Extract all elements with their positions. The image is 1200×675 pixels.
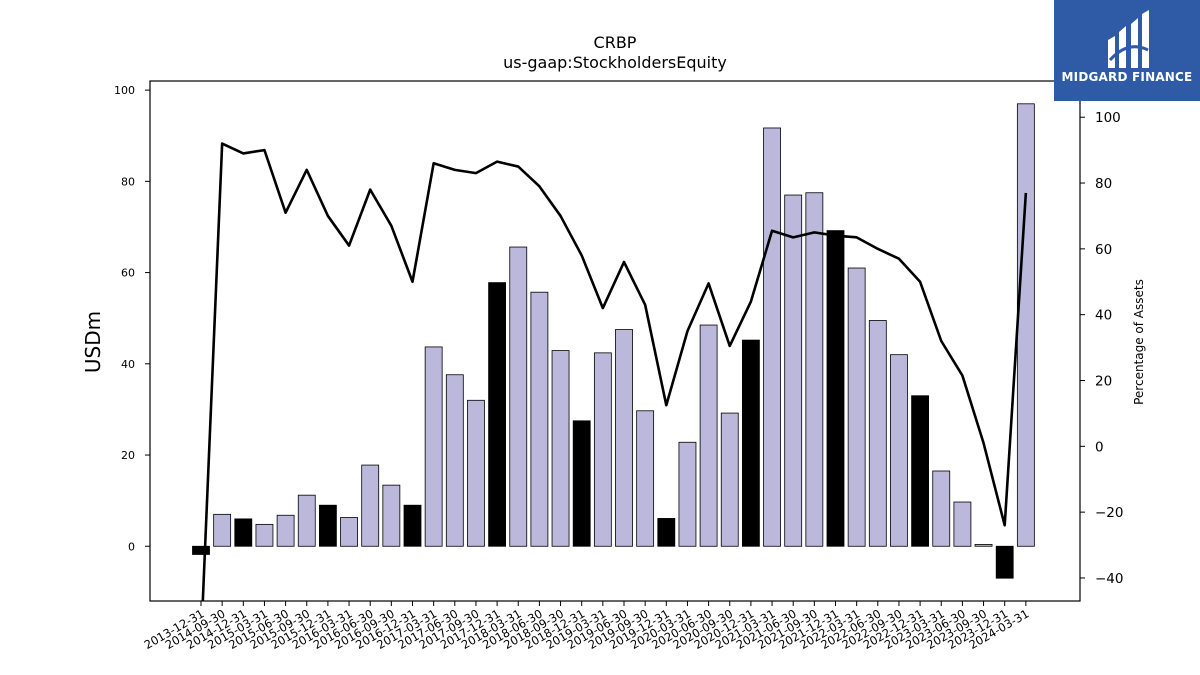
bar — [890, 354, 908, 547]
bar — [192, 545, 210, 555]
bar — [995, 545, 1014, 579]
bar — [678, 441, 697, 547]
y-tick-label: 0 — [128, 540, 135, 553]
chart-title: CRBP — [594, 33, 637, 52]
bar-series — [192, 103, 1035, 579]
bar — [318, 504, 337, 547]
bar — [805, 192, 824, 547]
bar — [276, 514, 295, 547]
y-tick-label: 80 — [121, 175, 135, 188]
bar — [699, 324, 718, 547]
bar — [424, 346, 443, 547]
bar — [255, 523, 274, 547]
y2-tick-label: −40 — [1095, 571, 1124, 587]
bar — [572, 420, 591, 547]
bar — [847, 267, 866, 547]
bar — [763, 127, 781, 547]
bar — [445, 374, 464, 547]
bar — [868, 320, 887, 547]
y2-tick-label: 80 — [1095, 176, 1112, 192]
logo-text: MIDGARD FINANCE — [1061, 70, 1193, 84]
bar — [826, 230, 845, 547]
bar — [234, 518, 253, 547]
y2-tick-label: 60 — [1095, 242, 1112, 258]
right-axis-ticks: −40 −20 0 20 40 60 80 100 — [1080, 110, 1124, 587]
bar — [551, 350, 570, 547]
bar — [784, 194, 803, 547]
bar — [657, 518, 676, 547]
bar — [636, 410, 655, 547]
chart-subtitle: us-gaap:StockholdersEquity — [503, 53, 727, 72]
bar — [488, 282, 507, 547]
bar — [974, 544, 993, 547]
y-tick-label: 100 — [114, 84, 135, 97]
bar — [720, 412, 739, 547]
y2-tick-label: 40 — [1095, 308, 1112, 324]
bar — [361, 464, 380, 547]
bar — [1016, 103, 1035, 547]
line-series — [201, 142, 1028, 601]
brand-logo: MIDGARD FINANCE — [1054, 0, 1200, 101]
bar — [953, 501, 972, 547]
left-axis-ticks: 0 20 40 60 80 100 — [114, 84, 150, 553]
y2-tick-label: 100 — [1095, 110, 1121, 126]
bar — [297, 494, 316, 547]
y-tick-label: 60 — [121, 267, 135, 280]
bar — [911, 395, 929, 547]
bar — [509, 246, 528, 547]
bar — [467, 399, 485, 547]
bar — [593, 352, 612, 547]
bar — [403, 504, 422, 547]
percentage-line — [201, 142, 1028, 601]
bar — [742, 339, 760, 547]
y2-tick-label: 0 — [1095, 439, 1104, 455]
bar — [213, 513, 232, 547]
bar — [340, 517, 358, 547]
y-tick-label: 20 — [121, 449, 135, 462]
y2-tick-label: 20 — [1095, 373, 1112, 389]
bar — [615, 329, 633, 547]
bar — [932, 470, 951, 547]
y2-tick-label: −20 — [1095, 505, 1124, 521]
x-axis-ticks: 2013-12-312014-09-302014-12-312015-03-31… — [142, 601, 1031, 652]
bar — [530, 291, 549, 547]
plot-frame — [149, 80, 1081, 602]
y-axis-label: USDm — [81, 311, 105, 373]
y2-axis-label: Percentage of Assets — [1132, 279, 1146, 405]
logo-mark-icon — [1108, 10, 1149, 68]
bar — [382, 484, 401, 547]
y-tick-label: 40 — [121, 358, 135, 371]
